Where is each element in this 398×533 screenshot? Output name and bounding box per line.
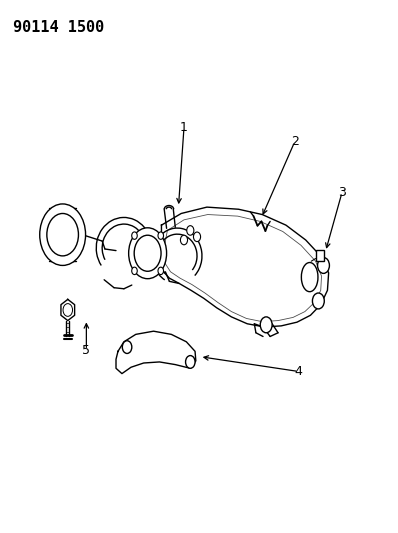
Circle shape [185,356,195,368]
Circle shape [187,225,194,235]
Circle shape [132,232,137,239]
Circle shape [312,293,324,309]
Text: 5: 5 [82,344,90,357]
Circle shape [47,214,78,256]
Polygon shape [159,207,329,327]
Circle shape [40,204,86,265]
Circle shape [318,257,330,273]
Circle shape [260,317,272,333]
Circle shape [129,228,167,279]
Circle shape [158,232,164,239]
Circle shape [122,341,132,353]
Circle shape [132,267,137,274]
FancyBboxPatch shape [316,249,324,261]
Text: 4: 4 [295,365,302,378]
Text: 2: 2 [291,135,298,148]
Text: 90114 1500: 90114 1500 [13,20,105,35]
Polygon shape [116,331,196,374]
Polygon shape [61,300,75,320]
Circle shape [134,235,161,271]
Circle shape [158,267,164,274]
Circle shape [63,304,72,317]
Text: 3: 3 [338,186,346,199]
Circle shape [180,235,187,245]
Circle shape [193,232,201,241]
Text: 1: 1 [180,121,188,134]
